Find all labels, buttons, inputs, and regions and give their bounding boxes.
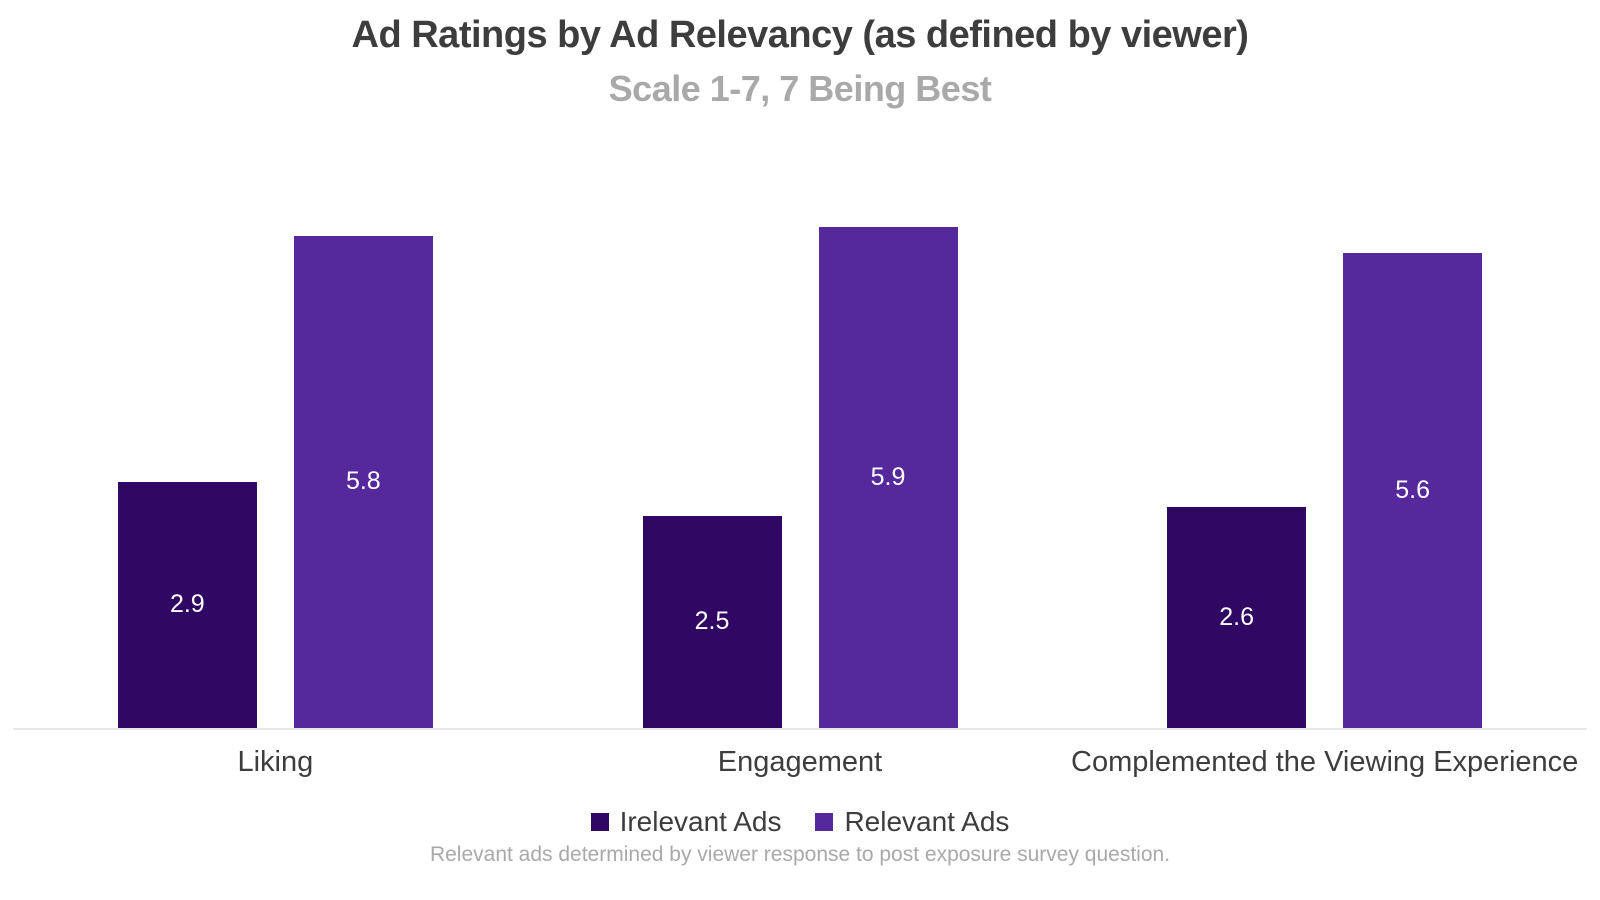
legend-label-relevant-ads: Relevant Ads [844, 806, 1010, 837]
value-label-irelevant-ads-liking: 2.9 [169, 590, 205, 619]
legend-item-relevant-ads: Relevant Ads [815, 806, 1009, 838]
legend-swatch-relevant-ads [815, 813, 834, 831]
category-label-complemented-the-viewing-experience: Complemented the Viewing Experience [1071, 746, 1579, 778]
bar-relevant-ads-liking: 5.8 [293, 235, 433, 728]
legend-label-irelevant-ads: Irelevant Ads [619, 806, 782, 837]
bar-irelevant-ads-complemented-the-viewing-experience: 2.6 [1167, 507, 1307, 728]
legend: Irelevant Ads Relevant Ads [0, 806, 1600, 838]
chart-title: Ad Ratings by Ad Relevancy (as defined b… [351, 14, 1249, 56]
category-labels: Liking Engagement Complemented the Viewing… [13, 746, 1587, 782]
value-label-relevant-ads-complemented-the-viewing-experience: 5.6 [1395, 475, 1431, 504]
chart-footnote: Relevant ads determined by viewer respon… [429, 843, 1171, 866]
value-label-irelevant-ads-complemented-the-viewing-experience: 2.6 [1219, 603, 1255, 632]
bar-irelevant-ads-liking: 2.9 [117, 481, 257, 728]
value-label-irelevant-ads-engagement: 2.5 [694, 607, 730, 636]
plot-area: 2.9 5.8 2.5 5.9 2.6 5.6 [13, 134, 1587, 730]
bar-relevant-ads-complemented-the-viewing-experience: 5.6 [1343, 252, 1483, 728]
value-label-relevant-ads-engagement: 5.9 [870, 463, 906, 492]
bar-irelevant-ads-engagement: 2.5 [642, 515, 782, 728]
legend-swatch-irelevant-ads [590, 813, 609, 831]
category-label-liking: Liking [237, 746, 314, 778]
chart-subtitle: Scale 1-7, 7 Being Best [608, 68, 992, 109]
category-label-engagement: Engagement [717, 746, 883, 778]
bar-relevant-ads-engagement: 5.9 [818, 227, 958, 728]
value-label-relevant-ads-liking: 5.8 [345, 467, 381, 496]
legend-item-irelevant-ads: Irelevant Ads [590, 806, 782, 838]
